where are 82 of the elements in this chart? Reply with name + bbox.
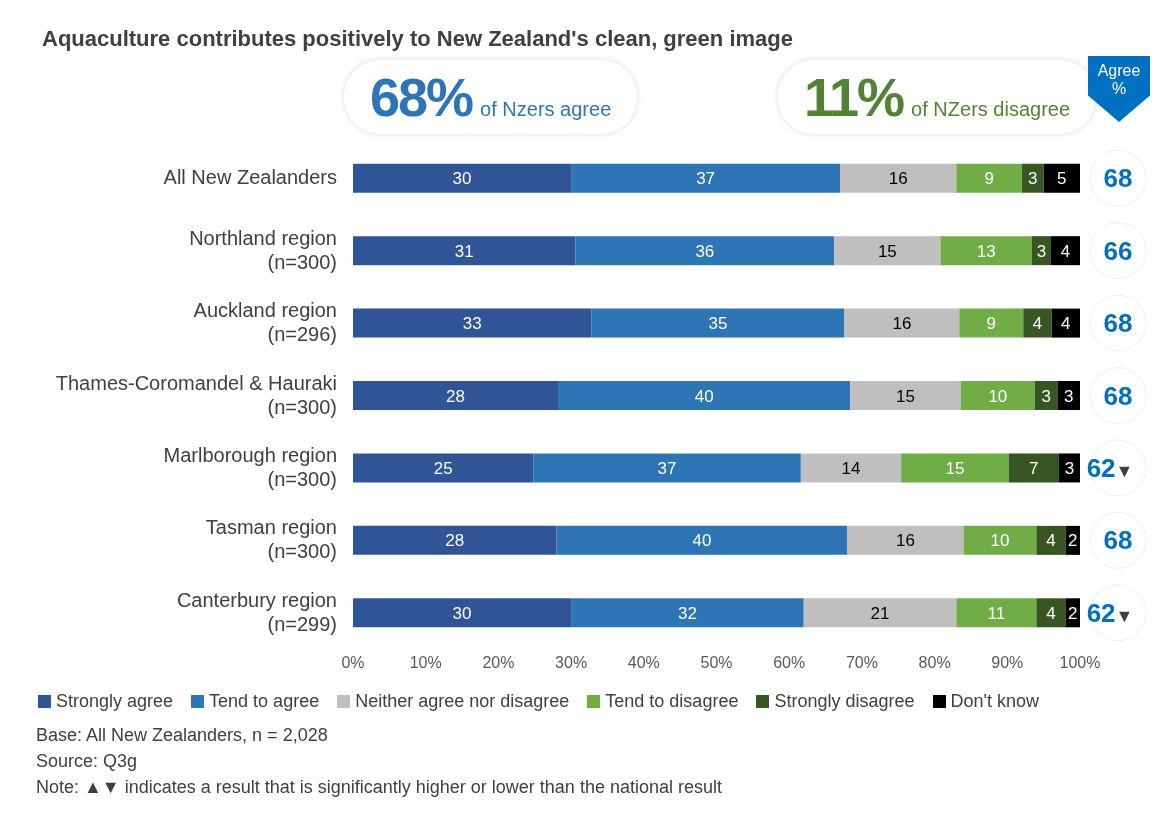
x-tick-label: 20% bbox=[482, 654, 515, 672]
data-label: 9 bbox=[984, 169, 994, 189]
text: of Nzers agree bbox=[480, 98, 612, 121]
data-label: 2 bbox=[1068, 531, 1078, 551]
data-label: 33 bbox=[462, 314, 482, 334]
x-tick-label: 10% bbox=[409, 654, 442, 672]
data-label: 36 bbox=[695, 241, 715, 261]
data-label: 30 bbox=[452, 603, 472, 623]
legend-label: Tend to disagree bbox=[604, 691, 739, 712]
x-tick-label: 40% bbox=[627, 654, 660, 672]
data-label: 21 bbox=[870, 603, 890, 623]
legend-label: Strongly agree bbox=[55, 691, 174, 712]
data-label: 3 bbox=[1028, 169, 1038, 189]
data-label: 3 bbox=[1036, 241, 1047, 261]
legend-label: Tend to agree bbox=[208, 691, 320, 712]
legend-label: Don't know bbox=[949, 691, 1039, 712]
text: 68 bbox=[1103, 163, 1133, 194]
y-tick-label: Canterbury region (n=299) bbox=[176, 588, 337, 635]
y-tick-label: Tasman region (n=300) bbox=[205, 516, 337, 563]
y-tick-label: Auckland region (n=296) bbox=[193, 299, 337, 346]
data-label: 15 bbox=[877, 241, 897, 261]
text: Base: All New Zealanders, n = 2,028 bbox=[36, 724, 329, 747]
text: 62▼ bbox=[1086, 452, 1134, 483]
legend-label: Strongly disagree bbox=[773, 691, 915, 712]
text: 68 bbox=[1103, 525, 1133, 556]
data-label: 40 bbox=[692, 531, 712, 551]
x-tick-label: 60% bbox=[773, 654, 806, 672]
text: of NZers disagree bbox=[911, 98, 1071, 121]
data-label: 32 bbox=[677, 603, 697, 623]
text: 68 bbox=[1103, 308, 1133, 339]
x-tick-label: 0% bbox=[341, 654, 365, 672]
data-label: 4 bbox=[1046, 603, 1056, 623]
data-label: 37 bbox=[657, 458, 677, 478]
legend-label: Neither agree nor disagree bbox=[354, 691, 570, 712]
data-label: 28 bbox=[446, 386, 465, 406]
text: 11% bbox=[804, 66, 904, 128]
data-label: 4 bbox=[1061, 314, 1071, 334]
data-label: 40 bbox=[694, 386, 714, 406]
source-note: Source: Q3g bbox=[36, 750, 139, 773]
data-label: 9 bbox=[986, 314, 997, 334]
text: 68% bbox=[370, 66, 473, 128]
data-label: 31 bbox=[454, 241, 474, 261]
x-tick-label: 90% bbox=[991, 654, 1024, 672]
y-tick-label: Northland region (n=300) bbox=[189, 226, 337, 273]
y-tick-label: All New Zealanders bbox=[163, 166, 337, 189]
x-tick-label: 30% bbox=[555, 654, 588, 672]
data-label: 10 bbox=[990, 531, 1010, 551]
data-label: 11 bbox=[987, 603, 1006, 623]
data-label: 15 bbox=[896, 386, 915, 406]
data-label: 16 bbox=[896, 531, 915, 551]
data-label: 10 bbox=[988, 386, 1008, 406]
data-label: 3 bbox=[1064, 458, 1075, 478]
data-label: 30 bbox=[452, 169, 472, 189]
text: 62▼ bbox=[1086, 597, 1134, 628]
data-label: 4 bbox=[1046, 531, 1056, 551]
y-tick-label: Thames-Coromandel & Hauraki (n=300) bbox=[55, 371, 337, 418]
data-label: 13 bbox=[976, 241, 996, 261]
data-label: 28 bbox=[445, 531, 465, 551]
x-tick-label: 50% bbox=[700, 654, 733, 672]
data-label: 25 bbox=[433, 458, 453, 478]
x-tick-label: 70% bbox=[845, 654, 878, 672]
data-label: 7 bbox=[1029, 458, 1039, 478]
x-tick-label: 80% bbox=[918, 654, 951, 672]
chart-title: Aquaculture contributes positively to New Zealand's clean, green image bbox=[41, 25, 794, 52]
data-label: 5 bbox=[1057, 169, 1067, 189]
x-tick-label: 100% bbox=[1059, 654, 1101, 672]
data-label: 15 bbox=[945, 458, 965, 478]
text: 66 bbox=[1103, 235, 1133, 266]
y-tick-label: Marlborough region (n=300) bbox=[163, 443, 337, 490]
data-label: 3 bbox=[1064, 386, 1074, 406]
data-label: 3 bbox=[1041, 386, 1051, 406]
data-label: 16 bbox=[892, 314, 912, 334]
data-label: 16 bbox=[888, 169, 908, 189]
text: Note: ▲▼ indicates a result that is significantly higher or lower than the national result bbox=[36, 776, 723, 799]
data-label: 4 bbox=[1060, 241, 1071, 261]
data-label: 4 bbox=[1032, 314, 1043, 334]
text: Agree % bbox=[1096, 62, 1142, 98]
data-label: 14 bbox=[841, 458, 861, 478]
data-label: 2 bbox=[1068, 603, 1078, 623]
data-label: 35 bbox=[708, 314, 728, 334]
text: 68 bbox=[1103, 380, 1133, 411]
data-label: 37 bbox=[696, 169, 716, 189]
